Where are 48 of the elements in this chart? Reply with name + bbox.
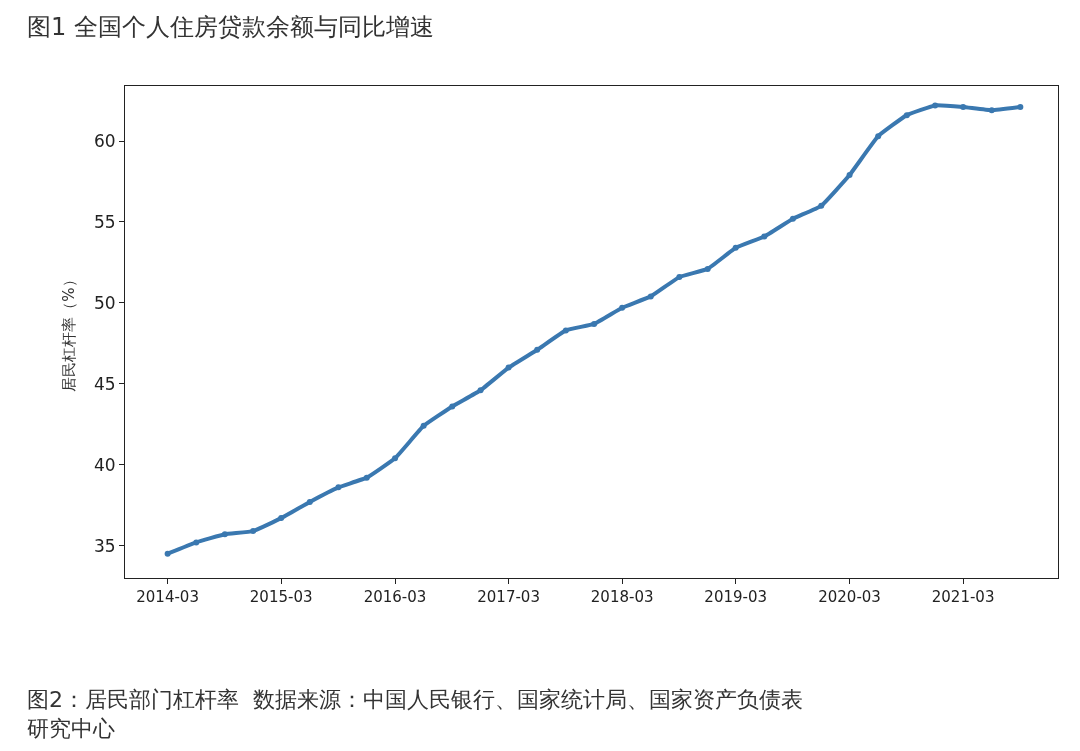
point [903,112,910,119]
point [449,403,456,410]
point [221,531,228,538]
point [960,104,967,111]
point [534,346,541,353]
point [193,539,200,546]
x-tick-label: 2014-03 [136,588,199,606]
caption: 图2：居民部门杠杆率 数据来源：中国人民银行、国家统计局、国家资产负债表研究中心 [27,687,803,741]
point [818,202,825,209]
point [591,320,598,327]
point [647,293,654,300]
point [932,102,939,109]
point [846,172,853,179]
point [732,244,739,251]
point [988,107,995,114]
y-tick-label: 40 [93,454,116,475]
point [676,273,683,280]
point [562,327,569,334]
x-tick-label: 2021-03 [931,588,995,606]
y-tick-label: 35 [93,535,116,556]
point [505,364,512,371]
point [420,422,427,429]
x-tick-label: 2020-03 [818,588,881,606]
point [875,133,882,140]
point [789,215,796,222]
y-tick-label: 45 [93,373,116,394]
x-tick-label: 2018-03 [590,588,654,606]
point [250,528,257,535]
point [704,265,711,272]
point [306,498,313,505]
x-tick-label: 2016-03 [363,588,427,606]
point [1017,104,1024,111]
point [164,550,171,557]
y-tick-label: 55 [93,211,116,232]
y-tick-label: 50 [93,292,116,313]
x-tick-label: 2017-03 [477,588,540,606]
point [392,455,399,462]
point [761,233,768,240]
y-axis-title: 居民杠杆率（%） [60,272,79,392]
point [477,387,484,394]
x-tick-label: 2019-03 [704,588,768,606]
x-tick-label: 2015-03 [249,588,313,606]
point [335,484,342,491]
point [278,515,285,522]
caption: 图1 全国个人住房贷款余额与同比增速 [27,13,434,41]
y-tick-label: 60 [93,130,116,151]
point [363,474,370,481]
point [619,304,626,311]
